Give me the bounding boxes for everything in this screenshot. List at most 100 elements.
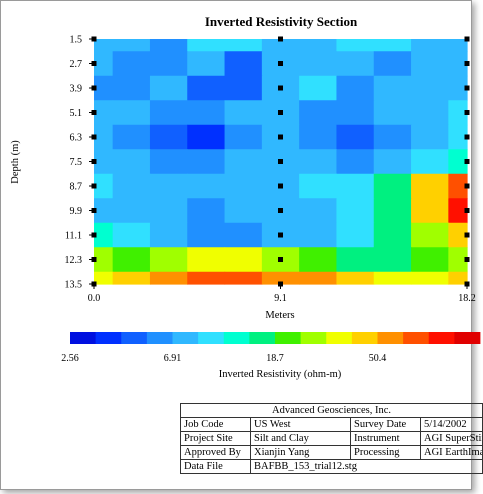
y-axis: 1.5 2.7 3.9 5.1 6.3 7.5 8.7 9.9 11.1 12.3 13.5 <box>65 35 94 291</box>
heatmap-cell <box>224 247 263 273</box>
electrode-marker <box>464 36 470 42</box>
electrode-marker <box>278 36 283 42</box>
colorbar-tick-label: 50.4 <box>369 353 387 364</box>
heatmap-cell <box>187 39 226 52</box>
x-axis: 0.0 9.1 18.2 <box>88 284 476 304</box>
heatmap-cell <box>94 39 114 52</box>
electrode-marker <box>464 183 470 189</box>
heatmap-cell <box>224 271 263 285</box>
table-row: Job Code US West Survey Date 5/14/2002 <box>180 417 483 432</box>
heatmap-cell <box>299 173 338 199</box>
heatmap-cell <box>94 124 114 150</box>
colorbar-swatch <box>95 332 122 344</box>
heatmap-cell <box>187 75 226 101</box>
heatmap-cell <box>112 124 151 150</box>
heatmap-cell <box>149 75 188 101</box>
heatmap-cell <box>336 75 375 101</box>
field-label: Approved By <box>180 445 251 460</box>
heatmap-cell <box>373 198 412 224</box>
heatmap-cell <box>411 149 449 175</box>
heatmap-cell <box>224 149 263 175</box>
y-tick-label: 8.7 <box>70 182 83 193</box>
heatmap-cell <box>112 271 151 285</box>
heatmap-cell <box>299 100 338 126</box>
colorbar-swatch <box>249 332 276 344</box>
y-tick-label: 1.5 <box>70 35 83 46</box>
heatmap-cell <box>411 222 449 248</box>
heatmap-cell <box>336 271 375 285</box>
heatmap-cell <box>299 124 338 150</box>
heatmap-cell <box>149 39 188 52</box>
electrode-marker <box>464 110 470 115</box>
heatmap-cell <box>448 75 468 101</box>
colorbar-swatch <box>275 332 302 344</box>
heatmap-cell <box>448 100 468 126</box>
heatmap-cell <box>373 39 412 52</box>
heatmap-cell <box>299 75 338 101</box>
electrode-marker <box>278 134 283 140</box>
heatmap-cell <box>149 222 188 248</box>
heatmap-cell <box>94 100 114 126</box>
heatmap-cell <box>94 198 114 224</box>
field-label: Project Site <box>180 431 251 446</box>
table-row: Data File BAFBB_153_trial12.stg <box>180 459 483 474</box>
heatmap-cell <box>187 198 226 224</box>
heatmap-cell <box>373 100 412 126</box>
heatmap-cell <box>224 222 263 248</box>
heatmap-cell <box>299 149 338 175</box>
heatmap-cell <box>187 247 226 273</box>
electrode-marker <box>278 232 283 238</box>
heatmap-cell <box>187 100 226 126</box>
x-axis-label: Meters <box>265 310 294 321</box>
colorbar-label: Inverted Resistivity (ohm-m) <box>219 369 342 380</box>
field-label: Processing <box>350 445 421 460</box>
plot-area <box>91 36 470 287</box>
heatmap-cell <box>112 51 151 77</box>
electrode-marker <box>278 208 283 213</box>
heatmap-cell <box>299 271 338 285</box>
field-value: Xianjin Yang <box>250 445 351 460</box>
heatmap-cell <box>149 149 188 175</box>
heatmap-cell <box>94 75 114 101</box>
y-tick-label: 12.3 <box>65 255 83 266</box>
heatmap-cell <box>299 39 338 52</box>
colorbar-swatch <box>300 332 327 344</box>
colorbar-swatch <box>223 332 250 344</box>
field-label: Job Code <box>180 417 251 432</box>
heatmap-cell <box>448 124 468 150</box>
colorbar-swatch <box>121 332 148 344</box>
heatmap-cell <box>224 39 263 52</box>
heatmap-cell <box>448 271 468 285</box>
heatmap-cell <box>411 124 449 150</box>
heatmap-cell <box>411 173 449 199</box>
heatmap-cell <box>448 247 468 273</box>
heatmap-cell <box>149 124 188 150</box>
heatmap-cell <box>336 198 375 224</box>
heatmap-cell <box>411 75 449 101</box>
colorbar-tick-label: 6.91 <box>164 353 182 364</box>
electrode-marker <box>464 159 470 164</box>
heatmap-cell <box>448 198 468 224</box>
heatmap-cell <box>299 247 338 273</box>
heatmap-cell <box>373 271 412 285</box>
heatmap-cell <box>336 51 375 77</box>
heatmap-cell <box>187 124 226 150</box>
y-tick-label: 11.1 <box>65 231 82 242</box>
colorbar-swatch <box>146 332 173 344</box>
electrode-marker <box>464 61 470 66</box>
colorbar: 2.56 6.91 18.7 50.4 <box>61 332 481 364</box>
heatmap-cell <box>336 173 375 199</box>
field-value: Silt and Clay <box>250 431 351 446</box>
heatmap-cell <box>94 149 114 175</box>
heatmap-cell <box>261 39 300 52</box>
heatmap-cell <box>112 75 151 101</box>
heatmap-cell <box>411 100 449 126</box>
heatmap-cell <box>299 51 338 77</box>
heatmap-cell <box>149 247 188 273</box>
heatmap-cell <box>94 222 114 248</box>
heatmap-cell <box>94 51 114 77</box>
y-axis-label: Depth (m) <box>10 140 21 184</box>
electrode-marker <box>464 257 470 262</box>
field-value: BAFBB_153_trial12.stg <box>249 459 483 474</box>
heatmap-cell <box>94 247 114 273</box>
